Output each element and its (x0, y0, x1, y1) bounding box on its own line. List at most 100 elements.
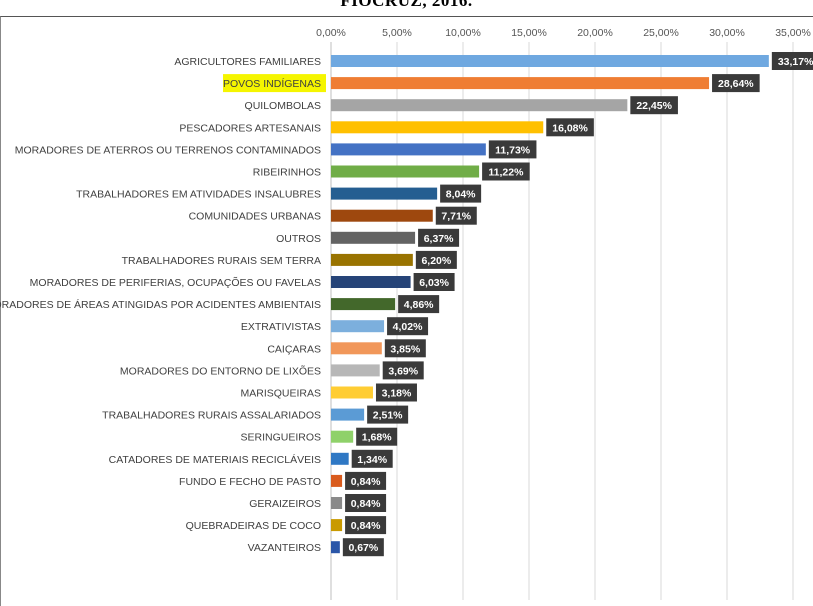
data-label-box (440, 184, 482, 203)
data-label: 6,20% (421, 255, 451, 267)
data-label: 2,51% (373, 410, 403, 422)
category-label: TRABALHADORES EM ATIVIDADES INSALUBRES (76, 189, 321, 201)
data-label: 4,86% (404, 299, 434, 311)
data-label-box (630, 96, 678, 115)
bar (331, 99, 628, 112)
data-label-box (387, 317, 429, 336)
data-label-box (546, 118, 594, 137)
category-label: PESCADORES ARTESANAIS (179, 122, 321, 134)
data-label: 8,04% (446, 189, 476, 201)
bar (331, 276, 411, 288)
data-label-box (712, 74, 760, 93)
bar (331, 408, 365, 421)
category-label: EXTRATIVISTAS (241, 321, 321, 333)
category-label: COMUNIDADES URBANAS (189, 211, 321, 223)
bars (331, 55, 769, 554)
data-label-box (367, 405, 409, 424)
category-label: MORADORES DE ÁREAS ATINGIDAS POR ACIDENT… (0, 298, 321, 311)
x-tick-label: 25,00% (643, 27, 679, 39)
bar (331, 298, 396, 311)
bar (331, 320, 385, 333)
data-label: 3,18% (382, 388, 412, 400)
data-label: 3,69% (388, 365, 418, 377)
x-tick-label: 35,00% (775, 27, 811, 39)
category-label: CATADORES DE MATERIAIS RECICLÁVEIS (109, 453, 321, 466)
chart-frame (0, 16, 813, 606)
category-label: TRABALHADORES RURAIS ASSALARIADOS (102, 410, 321, 422)
data-label: 4,02% (393, 321, 423, 333)
bar (331, 209, 433, 222)
data-label-box (375, 383, 417, 402)
data-label-box (398, 295, 440, 314)
category-label: QUILOMBOLAS (245, 100, 321, 112)
data-label: 0,84% (351, 498, 381, 510)
x-tick-label: 5,00% (382, 27, 412, 39)
category-label: OUTROS (276, 233, 321, 245)
bar (331, 187, 438, 200)
bar (331, 231, 416, 244)
data-label: 1,68% (362, 432, 392, 444)
data-label: 16,08% (552, 122, 588, 134)
bar (331, 253, 413, 266)
bar (331, 143, 486, 156)
data-label-box (382, 361, 424, 380)
x-tick-label: 10,00% (445, 27, 481, 39)
bar (331, 77, 710, 90)
data-label: 3,85% (390, 343, 420, 355)
data-label-box (415, 250, 457, 269)
bar (331, 452, 349, 465)
data-label-box (482, 162, 530, 181)
category-label: QUEBRADEIRAS DE COCO (186, 520, 321, 532)
data-label-box (418, 228, 460, 247)
category-label: MORADORES DO ENTORNO DE LIXÕES (120, 364, 321, 377)
data-label: 0,67% (348, 542, 378, 554)
bar (331, 165, 480, 178)
data-labels: 33,17% 28,64% 22,45% 16,08% 11,73% 11,22% 8,04… (342, 52, 813, 557)
category-labels: AGRICULTORES FAMILIARES POVOS INDÍGENAS QU… (0, 56, 326, 554)
data-label-box (345, 494, 387, 512)
bar (331, 55, 769, 67)
data-label-box (435, 206, 477, 225)
x-axis-ticks: 0,00% 5,00% 10,00% 15,00% 20,00% 25,00% 30,00%… (316, 27, 811, 39)
data-label: 11,22% (488, 167, 524, 179)
bar (331, 121, 544, 134)
category-label: FUNDO E FECHO DE PASTO (179, 476, 321, 488)
category-label: VAZANTEIROS (248, 542, 321, 554)
highlight-mark (223, 74, 326, 93)
data-label: 6,37% (424, 233, 454, 245)
data-label-box (771, 52, 813, 70)
data-label-box (488, 140, 537, 159)
category-label: GERAIZEIROS (249, 498, 321, 510)
data-label: 7,71% (441, 211, 471, 223)
bar (331, 519, 343, 532)
category-label: MORADORES DE ATERROS OU TERRENOS CONTAMI… (15, 144, 321, 156)
data-label-box (345, 471, 387, 490)
page-title: FIOCRUZ, 2016. (340, 0, 473, 10)
bar (331, 430, 354, 443)
x-tick-label: 15,00% (511, 27, 547, 39)
data-label-box (345, 516, 387, 535)
bar (331, 541, 340, 554)
bar (331, 386, 373, 399)
data-label: 0,84% (351, 520, 381, 532)
data-label-box (384, 339, 426, 358)
data-label-box (351, 449, 393, 468)
x-tick-label: 20,00% (577, 27, 613, 39)
bar (331, 497, 343, 509)
data-label-box (356, 427, 398, 446)
x-tick-label: 0,00% (316, 27, 346, 39)
data-label: 28,64% (718, 78, 754, 90)
bar (331, 342, 382, 355)
data-label: 6,03% (419, 277, 449, 289)
category-label: MARISQUEIRAS (240, 388, 321, 400)
x-tick-label: 30,00% (709, 27, 745, 39)
category-label: TRABALHADORES RURAIS SEM TERRA (122, 255, 321, 267)
data-label-box (342, 538, 384, 557)
category-label: SERINGUEIROS (240, 432, 321, 444)
data-label: 22,45% (636, 100, 672, 112)
data-label: 33,17% (778, 56, 813, 68)
data-label: 1,34% (357, 454, 387, 466)
category-label: CAIÇARAS (267, 343, 321, 355)
category-label: RIBEIRINHOS (253, 167, 321, 179)
data-label: 0,84% (351, 476, 381, 488)
